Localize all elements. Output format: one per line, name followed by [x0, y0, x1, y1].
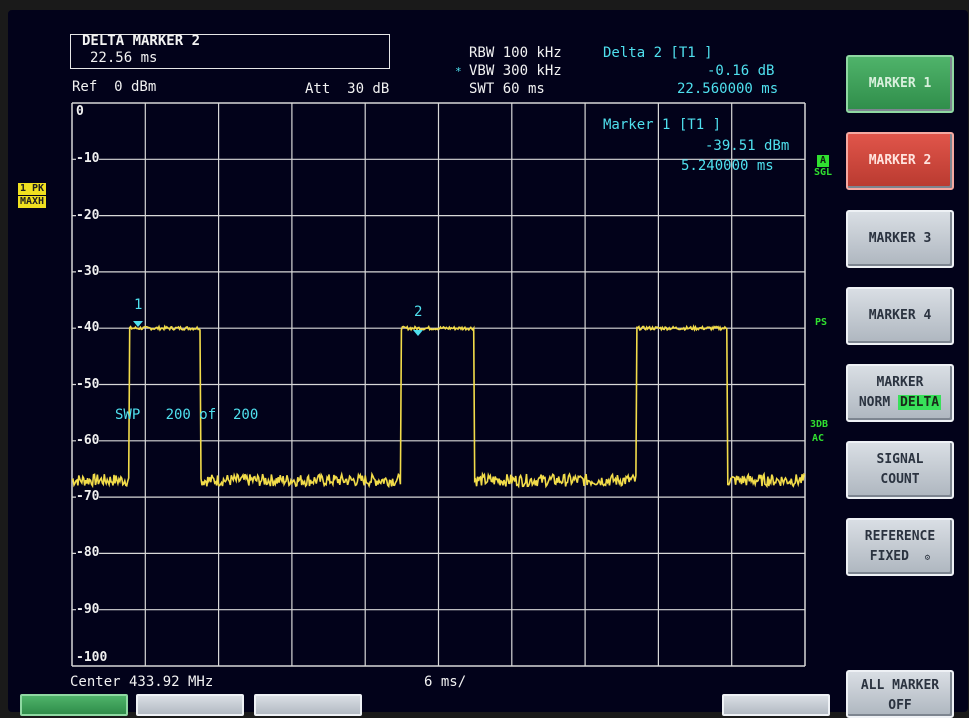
marker-2-label: 2	[414, 304, 423, 320]
marker-2-symbol	[413, 330, 423, 336]
attenuation: Att 30 dB	[305, 81, 390, 97]
reference-fixed-button[interactable]: REFERENCE FIXED ⚙	[846, 518, 954, 576]
reference-fixed-text: FIXED	[869, 548, 909, 564]
marker-3-label-text: MARKER 3	[868, 231, 932, 246]
marker-4-label-text: MARKER 4	[868, 308, 932, 323]
bottom-softkey-1[interactable]	[20, 694, 128, 716]
marker-2-label-text: MARKER 2	[868, 153, 932, 168]
sweep-count: SWP 200 of 200	[115, 407, 259, 423]
analyzer-screen	[8, 10, 968, 712]
y-axis-label: -50	[76, 376, 100, 392]
sweep-time: SWT 60 ms	[469, 81, 545, 97]
vbw-readout: VBW 300 kHz	[469, 63, 562, 79]
signal-count-line1: SIGNAL	[876, 452, 924, 467]
vbw-changed-mark: *	[455, 65, 462, 78]
marker-3-button[interactable]: MARKER 3	[846, 210, 954, 268]
graticule	[71, 102, 806, 667]
ref-level: Ref 0 dBm	[72, 79, 157, 95]
signal-count-button[interactable]: SIGNAL COUNT	[846, 441, 954, 499]
y-axis-label: -30	[76, 263, 100, 279]
signal-count-line2: COUNT	[880, 472, 920, 487]
bottom-softkey-2[interactable]	[136, 694, 244, 716]
all-marker-line1: ALL MARKER	[860, 678, 940, 693]
center-frequency: Center 433.92 MHz	[70, 674, 214, 690]
screen-a-tag: A	[817, 155, 830, 167]
trace-detector-tag: 1 PK	[18, 183, 47, 195]
reference-line2: FIXED ⚙	[870, 547, 930, 568]
y-axis-label: -90	[76, 601, 100, 617]
delta2-time: 22.560000 ms	[677, 81, 779, 97]
submenu-circle-icon: ⚙	[924, 552, 931, 563]
y-axis-label: 0	[76, 104, 84, 119]
all-marker-off-button[interactable]: ALL MARKER OFF	[846, 670, 954, 718]
reference-line1: REFERENCE	[864, 528, 936, 544]
marker-1-symbol	[133, 321, 143, 327]
norm-option: NORM	[858, 395, 891, 410]
delta-marker-title: DELTA MARKER 2	[82, 33, 201, 49]
marker-norm-delta-button[interactable]: MARKER NORM DELTA	[846, 364, 954, 422]
delta2-level: -0.16 dB	[707, 63, 775, 79]
bottom-softkey-3[interactable]	[254, 694, 362, 716]
marker-4-button[interactable]: MARKER 4	[846, 287, 954, 345]
trace-mode-tag: MAXH	[18, 196, 47, 208]
delta-marker-box	[70, 34, 390, 69]
y-axis-label: -20	[76, 207, 100, 223]
marker-1-button[interactable]: MARKER 1	[846, 55, 954, 113]
rbw-readout: RBW 100 kHz	[469, 45, 562, 61]
y-axis-label: -70	[76, 489, 100, 505]
single-sweep-tag: SGL	[814, 167, 833, 178]
trace-1	[71, 324, 806, 489]
marker-norm-line1: MARKER	[876, 375, 924, 390]
marker-1-label-text: MARKER 1	[868, 76, 932, 91]
ac-coupling-tag: AC	[812, 433, 825, 444]
marker-1-label: 1	[134, 297, 143, 313]
marker1-title: Marker 1 [T1 ]	[603, 117, 722, 133]
span-per-div: 6 ms/	[424, 674, 467, 690]
marker1-level: -39.51 dBm	[705, 138, 790, 154]
marker-norm-line2: NORM DELTA	[858, 393, 942, 413]
bottom-softkey-4[interactable]	[722, 694, 830, 716]
3db-tag: 3DB	[810, 419, 829, 430]
marker1-time: 5.240000 ms	[681, 158, 774, 174]
preamp-tag: PS	[815, 317, 828, 328]
y-axis-label: -100	[76, 650, 108, 665]
all-marker-line2: OFF	[888, 698, 912, 713]
marker-2-button[interactable]: MARKER 2	[846, 132, 954, 190]
y-axis-label: -40	[76, 320, 100, 336]
y-axis-label: -60	[76, 432, 100, 448]
y-axis-label: -80	[76, 545, 100, 561]
delta-marker-value: 22.56 ms	[90, 50, 158, 66]
y-axis-label: -10	[76, 151, 100, 167]
delta2-title: Delta 2 [T1 ]	[603, 45, 713, 61]
delta-option: DELTA	[898, 395, 942, 410]
